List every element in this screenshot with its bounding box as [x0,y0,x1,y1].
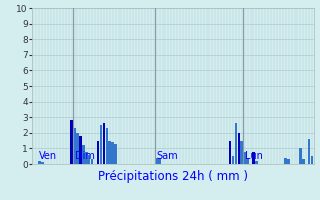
Bar [232,156,234,164]
Bar [235,123,237,164]
Bar [97,141,99,164]
Bar [302,159,305,164]
Bar [308,139,310,164]
Text: Lun: Lun [245,151,262,161]
Text: Sam: Sam [157,151,178,161]
Bar [76,133,79,164]
Bar [158,158,161,164]
Bar [284,158,287,164]
Bar [237,133,240,164]
Bar [246,158,249,164]
X-axis label: Précipitations 24h ( mm ): Précipitations 24h ( mm ) [98,170,248,183]
Bar [38,161,41,164]
Bar [299,148,302,164]
Bar [100,125,102,164]
Text: Dim: Dim [75,151,94,161]
Bar [88,155,91,164]
Bar [70,120,73,164]
Bar [156,158,158,164]
Bar [108,141,111,164]
Bar [287,159,290,164]
Bar [41,162,44,164]
Bar [255,161,258,164]
Bar [244,152,246,164]
Bar [91,159,93,164]
Bar [103,123,105,164]
Bar [111,142,114,164]
Bar [79,136,82,164]
Bar [73,128,76,164]
Bar [114,144,117,164]
Bar [106,128,108,164]
Bar [252,152,255,164]
Bar [82,145,84,164]
Bar [85,152,87,164]
Text: Ven: Ven [39,151,58,161]
Bar [311,156,313,164]
Bar [229,141,231,164]
Bar [241,141,243,164]
